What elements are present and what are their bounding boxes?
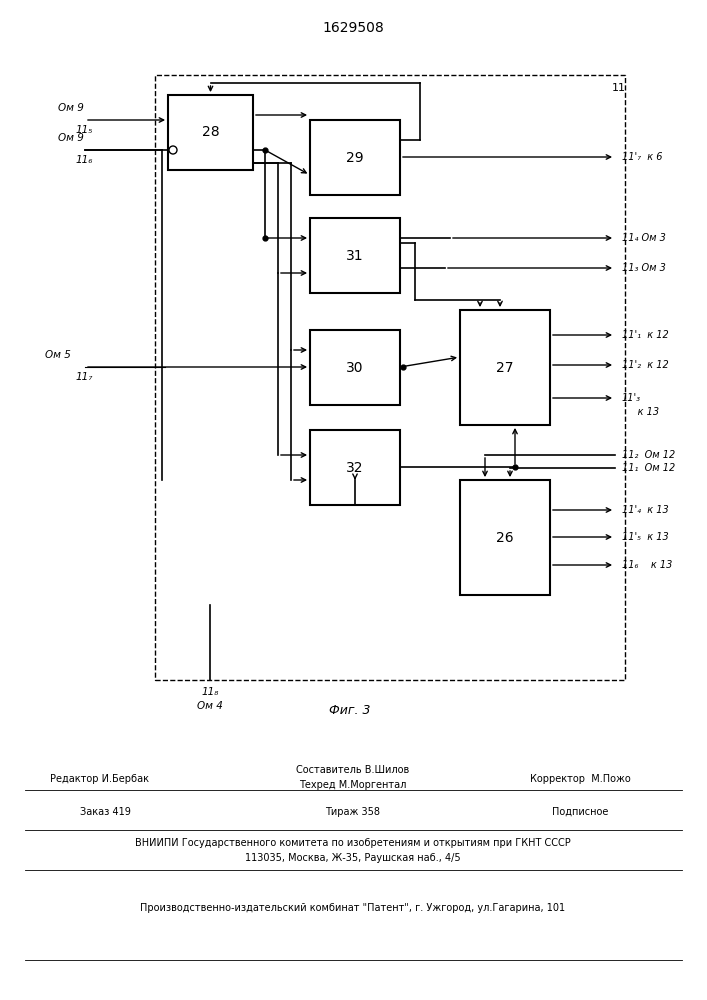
Text: Тираж 358: Тираж 358 <box>325 807 380 817</box>
Bar <box>168 95 253 170</box>
Text: 11₂  Ом 12: 11₂ Ом 12 <box>622 450 675 460</box>
Text: 11₃ Ом 3: 11₃ Ом 3 <box>622 263 666 273</box>
Text: 11₆: 11₆ <box>75 155 93 165</box>
Text: 27: 27 <box>496 360 514 374</box>
Text: 32: 32 <box>346 460 363 475</box>
Text: Производственно-издательский комбинат "Патент", г. Ужгород, ул.Гагарина, 101: Производственно-издательский комбинат "П… <box>141 903 566 913</box>
Text: 11'₅  к 13: 11'₅ к 13 <box>622 532 669 542</box>
Text: 29: 29 <box>346 150 364 164</box>
Text: 1629508: 1629508 <box>322 21 384 35</box>
Text: к 13: к 13 <box>622 407 659 417</box>
Text: ВНИИПИ Государственного комитета по изобретениям и открытиям при ГКНТ СССР: ВНИИПИ Государственного комитета по изоб… <box>135 838 571 848</box>
Text: Техред М.Моргентал: Техред М.Моргентал <box>299 780 407 790</box>
Text: Ом 9: Ом 9 <box>58 103 84 113</box>
Bar <box>310 430 400 505</box>
Text: 11₇: 11₇ <box>75 372 93 382</box>
Text: Ом 5: Ом 5 <box>45 350 71 360</box>
Text: Заказ 419: Заказ 419 <box>80 807 131 817</box>
Text: 11₆    к 13: 11₆ к 13 <box>622 560 672 570</box>
Text: 11'₃: 11'₃ <box>622 393 641 403</box>
Text: 11'₁  к 12: 11'₁ к 12 <box>622 330 669 340</box>
Text: 11'₂  к 12: 11'₂ к 12 <box>622 360 669 370</box>
Bar <box>310 120 400 195</box>
Bar <box>310 218 400 293</box>
Bar <box>155 75 625 680</box>
Text: Ом 9: Ом 9 <box>58 133 84 143</box>
Text: 11₈: 11₈ <box>201 687 218 697</box>
Text: 28: 28 <box>201 125 219 139</box>
Text: Составитель В.Шилов: Составитель В.Шилов <box>296 765 409 775</box>
Text: 26: 26 <box>496 530 514 544</box>
Text: 11'₇  к 6: 11'₇ к 6 <box>622 152 662 162</box>
Text: 11: 11 <box>612 83 626 93</box>
Text: Редактор И.Бербак: Редактор И.Бербак <box>50 774 149 784</box>
Text: Фиг. 3: Фиг. 3 <box>329 704 370 716</box>
Bar <box>460 480 550 595</box>
Text: Корректор  М.Пожо: Корректор М.Пожо <box>530 774 631 784</box>
Text: 113035, Москва, Ж-35, Раушская наб., 4/5: 113035, Москва, Ж-35, Раушская наб., 4/5 <box>245 853 461 863</box>
Text: 11₄ Ом 3: 11₄ Ом 3 <box>622 233 666 243</box>
Text: 30: 30 <box>346 360 363 374</box>
Text: 11₁  Ом 12: 11₁ Ом 12 <box>622 463 675 473</box>
Text: 11₅: 11₅ <box>75 125 93 135</box>
Text: Ом 4: Ом 4 <box>197 701 223 711</box>
Text: Подписное: Подписное <box>551 807 608 817</box>
Bar <box>310 330 400 405</box>
Text: 11'₄  к 13: 11'₄ к 13 <box>622 505 669 515</box>
Bar <box>460 310 550 425</box>
Text: 31: 31 <box>346 248 364 262</box>
